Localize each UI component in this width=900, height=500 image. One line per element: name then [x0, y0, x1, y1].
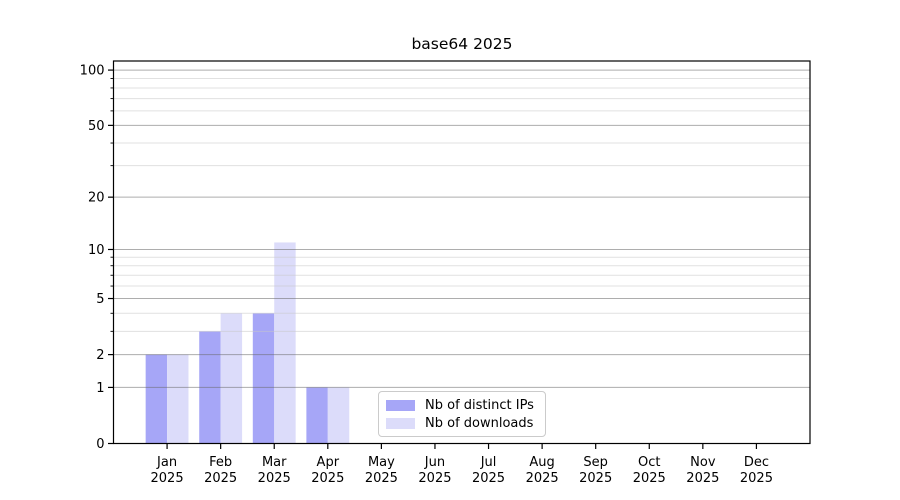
x-tick-label-month: Sep [583, 455, 608, 470]
bar-downloads-feb [220, 313, 243, 444]
x-tick-label-year: 2025 [472, 471, 505, 486]
x-tick-label-year: 2025 [311, 471, 344, 486]
y-tick-label: 100 [80, 64, 105, 79]
legend-label-distinct-ips: Nb of distinct IPs [425, 397, 534, 413]
x-tick-label-year: 2025 [204, 471, 237, 486]
bar-distinct-ips-jan [145, 354, 168, 444]
x-tick-label-year: 2025 [579, 471, 612, 486]
y-tick-label: 2 [96, 348, 104, 363]
x-tick-label-month: Jun [424, 455, 445, 470]
x-tick-label-year: 2025 [365, 471, 398, 486]
x-tick-label-year: 2025 [258, 471, 291, 486]
bar-downloads-apr [327, 387, 350, 444]
x-tick-label-month: Jan [156, 455, 177, 470]
y-tick-label: 0 [96, 437, 104, 452]
y-tick-label: 1 [96, 381, 104, 396]
chart-title: base64 2025 [411, 35, 513, 53]
x-tick-label-year: 2025 [740, 471, 773, 486]
x-tick-label-month: Feb [209, 455, 232, 470]
y-tick-label: 5 [96, 292, 104, 307]
y-tick-label: 20 [88, 191, 105, 206]
x-tick-label-year: 2025 [686, 471, 719, 486]
x-tick-label-year: 2025 [418, 471, 451, 486]
bar-downloads-mar [274, 242, 296, 444]
x-tick-label-month: Apr [317, 455, 340, 470]
x-tick-label-year: 2025 [151, 471, 184, 486]
x-tick-label-month: May [368, 455, 395, 470]
legend: Nb of distinct IPs Nb of downloads [378, 391, 546, 437]
legend-item-distinct-ips: Nb of distinct IPs [386, 397, 545, 413]
bar-distinct-ips-apr [306, 387, 328, 444]
y-tick-label: 10 [88, 243, 105, 258]
y-tick-label: 50 [88, 119, 105, 134]
x-tick-label-month: Aug [529, 455, 554, 470]
legend-item-downloads: Nb of downloads [386, 415, 545, 431]
bar-downloads-jan [167, 354, 189, 444]
x-tick-label-month: Dec [744, 455, 769, 470]
legend-swatch-distinct-ips [386, 399, 415, 411]
x-tick-label-year: 2025 [633, 471, 666, 486]
x-tick-label-month: Mar [262, 455, 287, 470]
x-tick-label-month: Nov [690, 455, 716, 470]
legend-label-downloads: Nb of downloads [425, 415, 534, 431]
x-tick-label-year: 2025 [526, 471, 559, 486]
bar-distinct-ips-mar [252, 313, 275, 444]
x-tick-label-month: Oct [638, 455, 660, 470]
axes-spines [112, 60, 811, 445]
x-tick-label-month: Jul [480, 455, 497, 470]
legend-swatch-downloads [386, 417, 415, 429]
